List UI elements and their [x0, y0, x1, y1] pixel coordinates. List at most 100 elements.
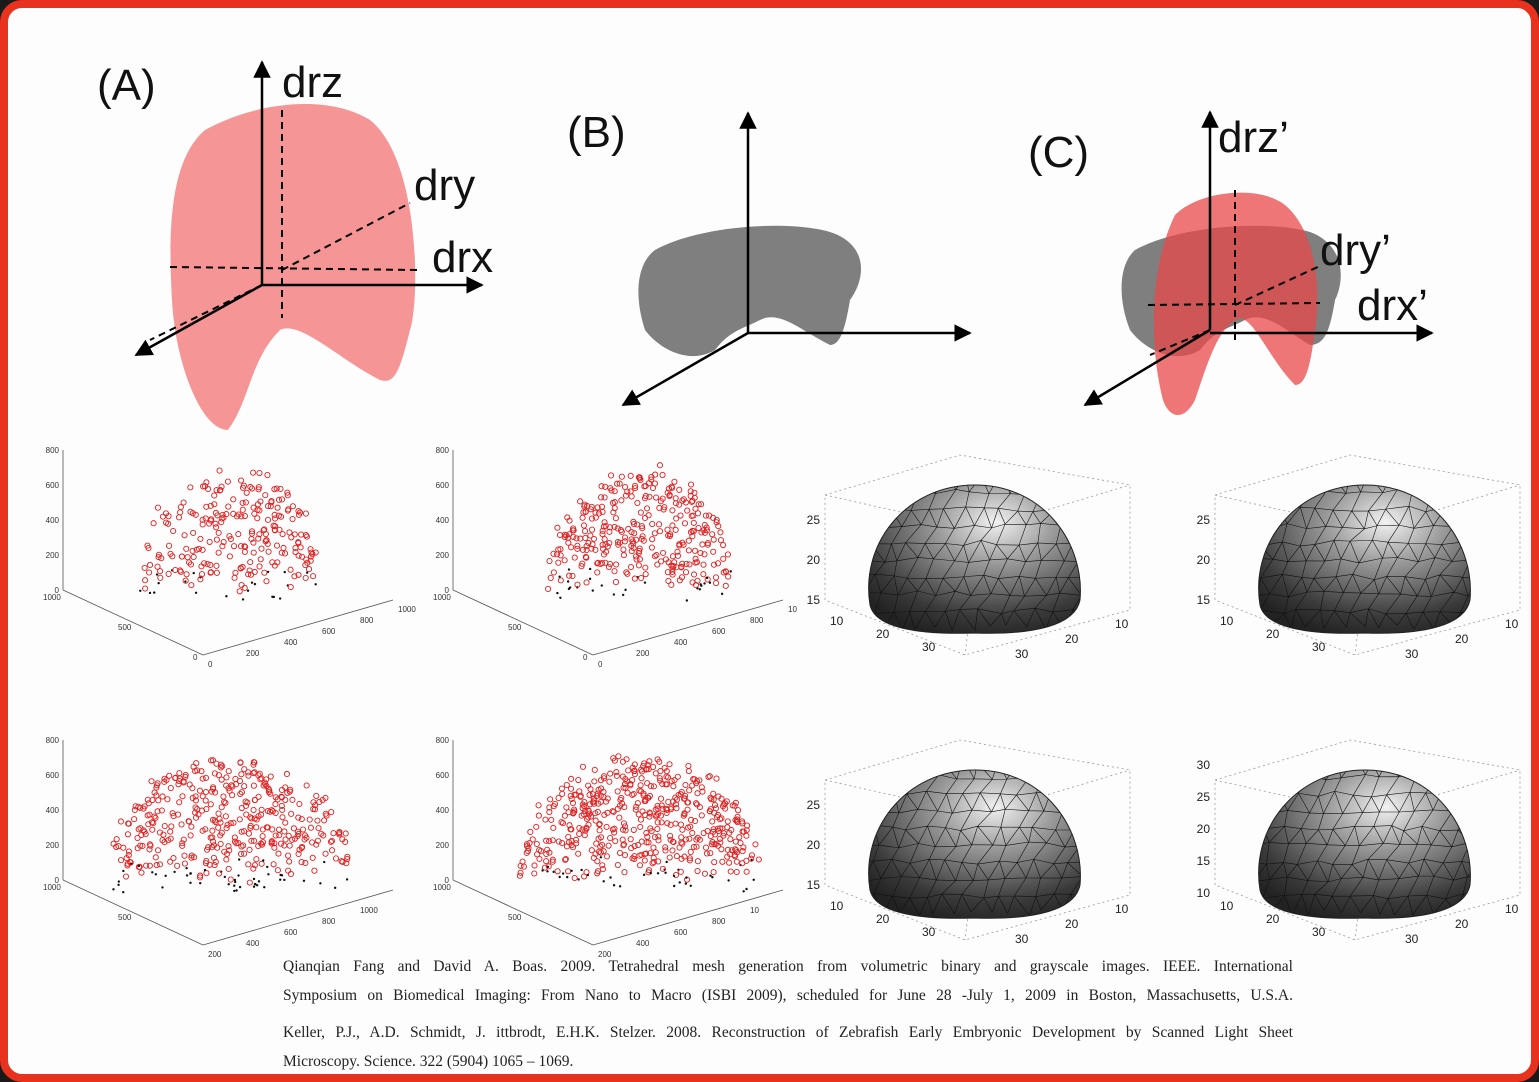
point: [157, 582, 159, 584]
point: [583, 535, 588, 540]
point: [262, 570, 267, 575]
point: [650, 537, 655, 542]
point: [144, 863, 149, 868]
point: [576, 851, 581, 856]
point: [289, 811, 294, 816]
point: [199, 882, 201, 884]
point: [723, 583, 728, 588]
point: [700, 542, 705, 547]
point: [678, 869, 683, 874]
point: [639, 839, 644, 844]
z-tick-label: 20: [807, 553, 821, 567]
y-tick-label: 400: [284, 638, 298, 647]
point: [200, 776, 205, 781]
point: [643, 565, 648, 570]
point: [190, 786, 195, 791]
point: [655, 820, 660, 825]
point: [216, 550, 221, 555]
point: [718, 538, 723, 543]
point: [331, 831, 336, 836]
point: [168, 785, 173, 790]
y-tick-label: 1000: [360, 906, 378, 915]
y-tick-label: 600: [284, 928, 298, 937]
point: [688, 482, 693, 487]
point: [572, 875, 577, 880]
point: [699, 813, 704, 818]
point: [266, 549, 271, 554]
point: [239, 844, 244, 849]
point: [534, 841, 539, 846]
point: [556, 839, 561, 844]
point: [184, 572, 189, 577]
point: [644, 506, 649, 511]
x-tick-label: 500: [508, 913, 522, 922]
point: [721, 556, 726, 561]
point: [655, 826, 660, 831]
axis-line: [593, 600, 783, 655]
references: Qianqian Fang and David A. Boas. 2009. T…: [283, 952, 1293, 1082]
point: [711, 537, 716, 542]
point: [237, 778, 242, 783]
point: [710, 532, 715, 537]
point: [638, 783, 643, 788]
point: [622, 539, 627, 544]
z-tick-label: 15: [1197, 593, 1211, 607]
point: [218, 820, 223, 825]
point: [178, 510, 183, 515]
y-tick-label: 200: [636, 649, 650, 658]
point: [226, 769, 231, 774]
point: [707, 513, 712, 518]
point: [673, 875, 675, 877]
point: [595, 570, 600, 575]
point: [534, 824, 539, 829]
point: [259, 807, 264, 812]
point: [173, 567, 178, 572]
point: [711, 870, 716, 875]
point: [753, 879, 755, 881]
point: [580, 869, 582, 871]
point: [191, 764, 196, 769]
panel-label: (A): [97, 61, 156, 110]
point: [287, 843, 292, 848]
point: [675, 774, 680, 779]
point: [685, 876, 687, 878]
point: [185, 555, 190, 560]
z-tick-label: 400: [46, 516, 60, 525]
point: [216, 811, 221, 816]
x-tick-label: 0: [583, 653, 588, 662]
point: [312, 868, 317, 873]
point: [281, 545, 286, 550]
point: [608, 473, 613, 478]
z-tick-label: 800: [46, 446, 60, 455]
point: [639, 575, 644, 580]
point: [567, 580, 569, 582]
z-tick-label: 400: [46, 806, 60, 815]
point: [176, 515, 181, 520]
point: [238, 851, 243, 856]
point: [179, 554, 184, 559]
x-tick-label: 20: [1266, 627, 1280, 641]
point: [546, 870, 548, 872]
point: [259, 861, 264, 866]
point: [599, 484, 604, 489]
point: [315, 818, 320, 823]
point: [695, 859, 700, 864]
point: [244, 490, 249, 495]
point: [589, 568, 591, 570]
point: [608, 771, 613, 776]
point: [665, 861, 667, 863]
point: [185, 867, 187, 869]
point: [711, 791, 716, 796]
point: [234, 881, 236, 883]
point: [182, 861, 187, 866]
point: [132, 817, 137, 822]
point: [233, 570, 238, 575]
point: [188, 833, 193, 838]
point: [687, 788, 692, 793]
point: [265, 517, 270, 522]
point: [619, 885, 621, 887]
point: [314, 583, 316, 585]
point: [556, 795, 561, 800]
point: [612, 569, 617, 574]
point: [562, 558, 567, 563]
